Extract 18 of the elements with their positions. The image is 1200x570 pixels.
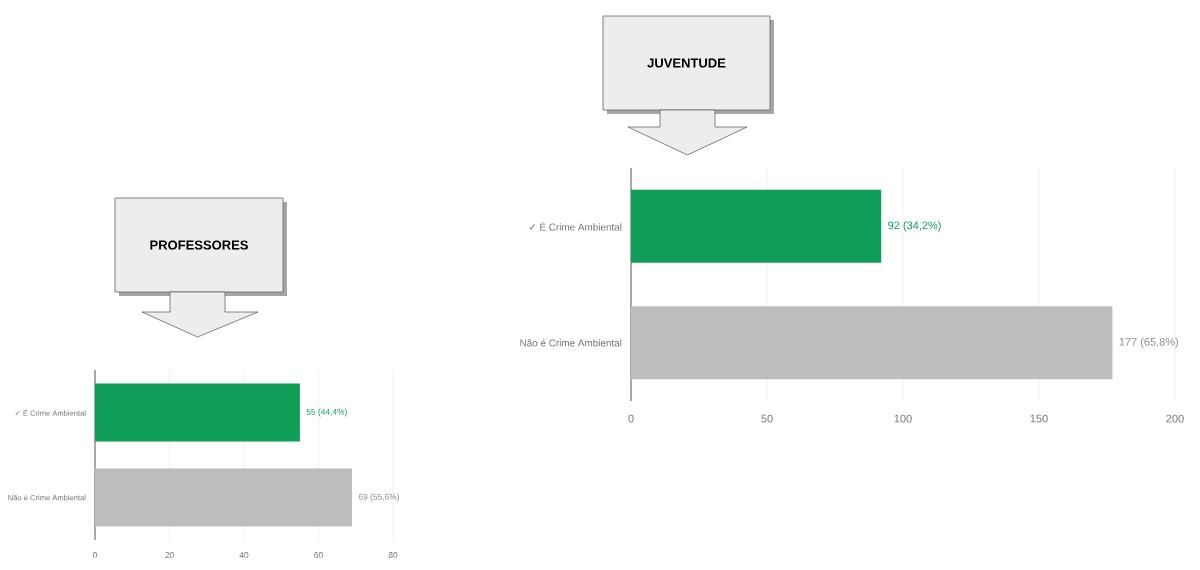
x-tick-label: 40 (239, 552, 249, 559)
y-tick-label: ✓ É Crime Ambiental (529, 221, 622, 231)
x-tick-label: 0 (628, 414, 634, 423)
data-label: 69 (55,6%) (358, 493, 399, 502)
chart-title: JUVENTUDE (647, 58, 726, 68)
data-label: 92 (34,2%) (888, 221, 941, 232)
x-tick-label: 20 (165, 552, 174, 559)
y-tick-label: Não é Crime Ambiental (520, 339, 622, 347)
data-label: 55 (44,4%) (306, 408, 347, 417)
x-tick-label: 60 (314, 552, 323, 559)
chart-title: PROFESSORES (150, 240, 248, 250)
x-tick-label: 80 (388, 552, 398, 559)
data-label: 177 (65,8%) (1119, 337, 1179, 348)
x-tick-label: 0 (92, 552, 98, 559)
x-tick-label: 100 (894, 414, 912, 423)
x-tick-label: 50 (761, 414, 773, 423)
x-tick-label: 150 (1030, 414, 1048, 423)
x-tick-label: 200 (1166, 414, 1184, 423)
